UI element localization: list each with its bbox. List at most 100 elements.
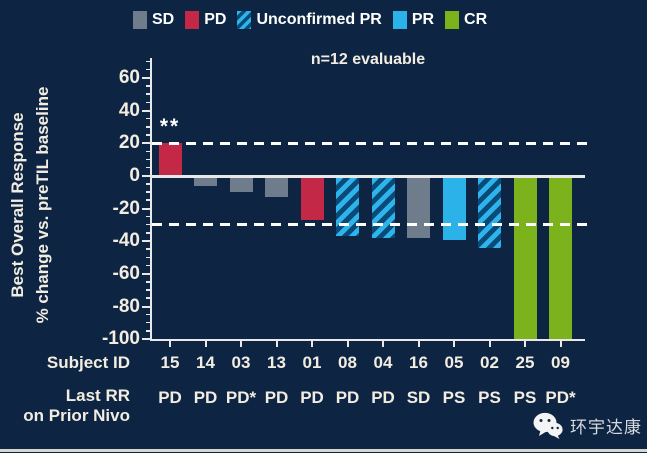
y-minor-tick	[146, 60, 151, 63]
y-major-tick	[142, 207, 151, 210]
reference-line--30	[152, 223, 590, 227]
y-minor-tick	[146, 281, 151, 283]
subject-id-08: 08	[338, 353, 357, 372]
subject-id-15: 15	[160, 353, 180, 372]
bar-subject-02	[478, 177, 501, 248]
legend-swatch-pr	[392, 11, 407, 29]
bar-subject-09	[549, 177, 572, 340]
y-minor-tick	[146, 264, 151, 267]
y-axis-line	[150, 58, 152, 341]
y-major-tick	[142, 305, 151, 308]
y-minor-tick	[146, 248, 151, 250]
last-rr-value-25: PS	[513, 388, 537, 407]
y-tick-label: 40	[118, 99, 140, 121]
legend-label-pd: PD	[204, 11, 227, 28]
zero-line	[152, 174, 585, 178]
y-minor-tick	[146, 150, 151, 152]
bar-subject-01	[300, 177, 324, 221]
last-rr-value-08: PD	[335, 388, 360, 407]
y-tick-label: -80	[112, 295, 140, 317]
bar-subject-05	[442, 177, 466, 240]
subject-id-01: 01	[302, 353, 322, 372]
last-rr-value-14: PD	[193, 388, 218, 407]
subject-id-03: 03	[231, 353, 251, 372]
x-tick	[240, 339, 242, 347]
y-minor-tick	[146, 321, 151, 324]
bar-subject-16	[407, 177, 430, 239]
y-tick-label: -60	[112, 262, 140, 284]
x-tick	[346, 339, 349, 347]
subject-id-04: 04	[373, 353, 393, 372]
y-minor-tick	[146, 215, 151, 218]
y-major-tick	[142, 142, 151, 145]
y-minor-tick	[146, 101, 151, 103]
bar-subject-03	[229, 177, 253, 193]
last-rr-value-02: PS	[478, 388, 501, 407]
x-tick	[311, 339, 313, 347]
last-rr-value-09: PD*	[545, 388, 576, 407]
last-rr-value-04: PD	[371, 388, 395, 407]
bar-subject-15	[158, 143, 182, 176]
bar-subject-14	[194, 177, 217, 186]
legend-swatch-cr	[445, 11, 460, 29]
y-minor-tick	[146, 158, 151, 161]
subject-id-25: 25	[515, 353, 535, 372]
y-minor-tick	[146, 134, 151, 136]
y-minor-tick	[146, 289, 151, 291]
x-tick	[559, 339, 562, 347]
y-tick-label: 60	[118, 67, 140, 89]
y-major-tick	[142, 272, 151, 275]
y-minor-tick	[146, 313, 151, 316]
y-minor-tick	[146, 93, 151, 95]
legend-label-sd: SD	[152, 11, 175, 28]
watermark-text: 环宇达康	[570, 418, 642, 437]
last-rr-value-03: PD*	[225, 388, 257, 407]
bar-subject-08	[336, 177, 359, 237]
subject-id-09: 09	[551, 353, 570, 372]
y-tick-label: -100	[101, 328, 140, 350]
x-tick	[417, 339, 420, 347]
x-axis-line	[150, 339, 585, 341]
legend-item-cr: CR	[445, 11, 487, 29]
legend-label-upr: Unconfirmed PR	[256, 11, 382, 28]
subject-id-14: 14	[196, 353, 215, 372]
reference-line-20	[152, 141, 590, 145]
subject-id-16: 16	[409, 353, 428, 372]
y-minor-tick	[146, 166, 151, 169]
x-tick	[453, 339, 455, 347]
y-major-tick	[142, 175, 151, 177]
y-minor-tick	[146, 297, 151, 299]
y-tick-label: 0	[129, 165, 140, 186]
legend-label-cr: CR	[464, 11, 488, 28]
last-rr-value-15: PD	[158, 388, 182, 407]
x-tick	[204, 339, 207, 347]
bottom-divider	[0, 449, 647, 452]
legend-item-sd: SD	[133, 11, 174, 29]
last-rr-value-16: SD	[406, 388, 431, 407]
legend: SD PD Unconfirmed PR PR CR	[133, 11, 487, 29]
bar-subject-25	[513, 177, 537, 340]
bar-subject-13	[265, 177, 288, 198]
wechat-icon	[533, 412, 563, 439]
y-minor-tick	[146, 183, 151, 185]
y-minor-tick	[146, 85, 151, 87]
y-minor-tick	[146, 256, 151, 259]
last-rr-row-label-line2: on Prior Nivo	[23, 406, 130, 425]
y-minor-tick	[146, 68, 151, 71]
x-tick	[524, 339, 526, 347]
last-rr-value-05: PS	[442, 388, 466, 407]
last-rr-row-label-line1: Last RR	[65, 386, 130, 405]
legend-item-pr: PR	[392, 11, 434, 29]
y-minor-tick	[146, 191, 151, 193]
y-minor-tick	[146, 223, 151, 226]
legend-swatch-sd	[133, 11, 147, 29]
y-tick-label: 20	[118, 132, 140, 154]
y-major-tick	[142, 240, 151, 243]
bar-subject-04	[371, 177, 395, 239]
subject-id-13: 13	[267, 353, 286, 372]
evaluable-note: n=12 evaluable	[310, 51, 426, 68]
x-tick	[169, 339, 171, 347]
last-rr-value-13: PD	[264, 388, 289, 407]
y-minor-tick	[146, 199, 151, 201]
